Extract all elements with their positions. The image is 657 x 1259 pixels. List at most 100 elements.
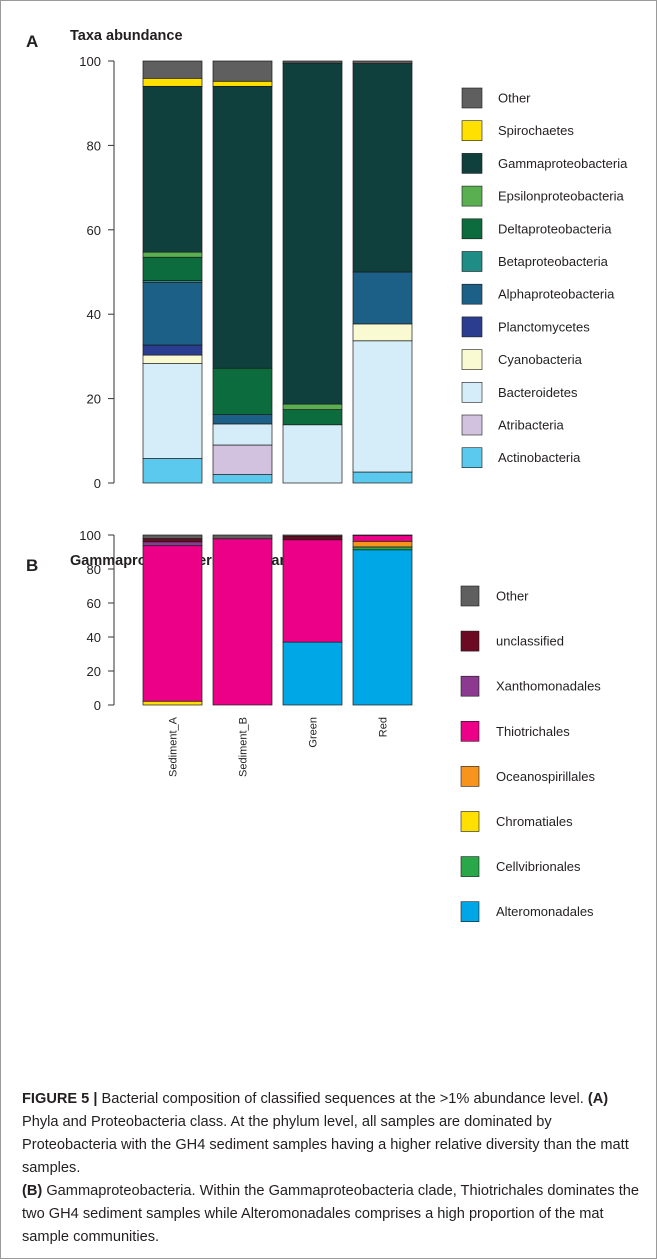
panel-letter: B <box>26 556 38 575</box>
legend-swatch <box>460 585 480 607</box>
bar-segment-spirochaetes <box>142 77 203 87</box>
x-tick-label: Sediment_A <box>168 716 180 777</box>
bar-segment-alphaproteobacteria <box>352 271 413 325</box>
legend-label: Spirochaetes <box>498 123 574 138</box>
legend-swatch <box>460 720 480 742</box>
bar-segment-other <box>142 60 203 79</box>
bar-segment-planctomycetes <box>142 344 203 356</box>
legend-swatch <box>460 630 480 652</box>
chart-title: Taxa abundance <box>70 28 183 44</box>
legend-label: Atribacteria <box>498 418 565 433</box>
legend-swatch <box>461 251 483 272</box>
legend-label: Bacteroidetes <box>498 385 578 400</box>
bar-segment-cellvibrionales <box>352 546 413 551</box>
legend-swatch <box>461 381 483 403</box>
bar-segment-other <box>282 60 343 64</box>
y-tick-label: 20 <box>87 664 101 679</box>
legend-label: Thiotrichales <box>496 724 570 739</box>
bar-segment-gammaproteobacteria <box>142 85 203 253</box>
legend-swatch <box>461 447 483 469</box>
caption-body-1: Bacterial composition of classified sequ… <box>97 1091 588 1107</box>
bar-segment-cyanobacteria <box>352 323 413 342</box>
bar-segment-bacteroidetes <box>282 424 343 484</box>
bar-segment-cyanobacteria <box>142 354 203 364</box>
bar-segment-other <box>282 534 343 537</box>
bar-segment-spirochaetes <box>212 80 273 87</box>
y-axis: 0 20 40 60 80 100 <box>79 54 115 491</box>
bar-segment-actinobacteria <box>212 474 273 484</box>
legend-swatch <box>461 120 483 141</box>
y-tick-label: 0 <box>94 476 101 491</box>
bar-segment-bacteroidetes <box>352 340 413 473</box>
legend-label: Chromatiales <box>496 814 573 829</box>
legend-swatch <box>461 414 483 436</box>
legend-swatch <box>461 316 483 338</box>
chart-panel-a: A Taxa abundance 0 20 40 60 80 100 Other Spirocha… <box>26 28 628 491</box>
bar-segment-thiotrichales <box>352 534 413 542</box>
y-tick-label: 100 <box>79 54 101 69</box>
bar-segment-other <box>212 534 273 540</box>
bar-segment-bacteroidetes <box>142 363 203 459</box>
bar-stack-sediment-a <box>142 534 203 706</box>
legend-label: Cyanobacteria <box>498 352 583 367</box>
y-tick-label: 100 <box>79 528 101 543</box>
figure-5-charts: A Taxa abundance 0 20 40 60 80 100 Other Spirocha… <box>26 28 628 923</box>
legend-label: Epsilonproteobacteria <box>498 189 625 204</box>
bar-segment-actinobacteria <box>142 458 203 484</box>
legend-swatch <box>461 218 483 240</box>
legend-label: Gammaproteobacteria <box>498 156 628 171</box>
legend-label: Betaproteobacteria <box>498 254 609 269</box>
legend-label: Cellvibrionales <box>496 859 581 874</box>
bar-segment-bacteroidetes <box>212 423 273 446</box>
legend-label: Actinobacteria <box>498 450 581 465</box>
bar-segment-alphaproteobacteria <box>142 282 203 346</box>
legend-swatch <box>461 87 483 109</box>
bar-stack-sediment-a <box>142 60 203 484</box>
bar-segment-atribacteria <box>212 444 273 475</box>
bar-segment-gammaproteobacteria <box>282 62 343 405</box>
legend: Other Spirochaetes Gammaproteobacteria Epsi… <box>461 87 628 469</box>
legend-label: Alphaproteobacteria <box>498 287 615 302</box>
x-tick-label: Red <box>378 717 390 737</box>
legend-swatch <box>460 901 480 923</box>
y-tick-label: 80 <box>87 138 101 153</box>
legend-swatch <box>461 283 483 305</box>
bar-segment-deltaproteobacteria <box>142 256 203 281</box>
bar-segment-gammaproteobacteria <box>212 85 273 369</box>
legend-label: Other <box>496 589 529 604</box>
caption-body-2: Phyla and Proteobacteria class. At the p… <box>22 1114 629 1176</box>
bar-stack-red <box>352 534 413 706</box>
legend-label: Alteromonadales <box>496 904 594 919</box>
y-tick-label: 20 <box>87 392 101 407</box>
y-tick-label: 40 <box>87 630 101 645</box>
bar-stack-sediment-b <box>212 534 273 706</box>
y-tick-label: 0 <box>94 698 101 713</box>
bar-segment-epsilonproteobacteria <box>282 403 343 410</box>
legend-label: Planctomycetes <box>498 319 590 334</box>
bar-segment-epsilonproteobacteria <box>142 251 203 258</box>
bar-stack-green <box>282 60 343 484</box>
bar-segment-deltaproteobacteria <box>212 367 273 415</box>
legend-label: Other <box>498 91 531 106</box>
bar-segment-other <box>212 60 273 82</box>
legend-label: Deltaproteobacteria <box>498 221 612 236</box>
bar-segment-alteromonadales <box>352 549 413 706</box>
y-tick-label: 60 <box>87 596 101 611</box>
bar-segment-thiotrichales <box>142 545 203 702</box>
legend-swatch <box>460 675 480 697</box>
panel-letter: A <box>26 32 38 51</box>
caption-body-3: Gammaproteobacteria. Within the Gammapro… <box>22 1183 640 1245</box>
bar-segment-thiotrichales <box>212 538 273 706</box>
legend-swatch <box>461 185 483 207</box>
y-axis: 0 20 40 60 80 100 <box>79 528 115 713</box>
bar-segment-deltaproteobacteria <box>282 409 343 426</box>
legend-swatch <box>460 766 480 787</box>
legend-swatch <box>461 349 483 370</box>
y-tick-label: 60 <box>87 223 101 238</box>
chart-panel-b: BGammaproteobacteria abundance0204060801… <box>26 528 601 923</box>
caption-ref-a: (A) <box>587 1091 609 1107</box>
bar-segment-unclassified <box>142 538 203 543</box>
caption-ref-b: (B) <box>22 1183 43 1199</box>
bar-segment-gammaproteobacteria <box>352 63 413 273</box>
bar-segment-alteromonadales <box>282 641 343 706</box>
